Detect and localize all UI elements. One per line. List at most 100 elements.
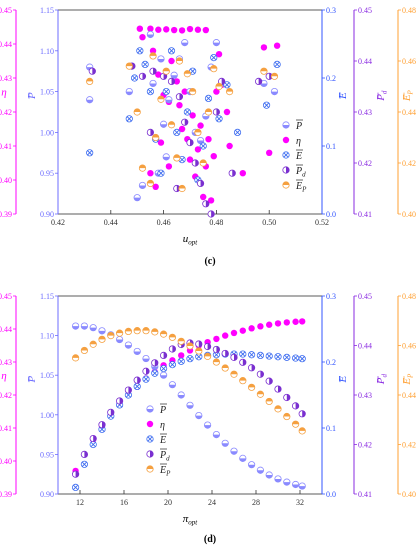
y-axis-label-Ep-sub: P	[407, 89, 415, 95]
y-tick-label-Ep: 0.42	[402, 159, 416, 168]
data-point-E-cross	[132, 75, 138, 81]
data-point-P-half	[134, 197, 141, 201]
data-point-Ep	[116, 329, 124, 337]
data-point-eta	[189, 112, 196, 119]
y-tick-label-Pd: 0.43	[358, 391, 372, 400]
data-point-Pd	[274, 385, 282, 393]
y-tick-label-P: 1.10	[40, 47, 54, 56]
y-tick-label-Pd: 0.43	[358, 108, 372, 117]
data-point-Ep-half	[149, 52, 157, 56]
y-axis-label-E-main: E	[337, 376, 349, 384]
data-point-Pd	[167, 77, 176, 86]
data-point-Ep	[204, 352, 212, 360]
legend-marker-Ep	[282, 181, 290, 189]
y-axis-P: 0.90 0.95 1.00 1.05 1.10 1.15 P	[26, 292, 59, 499]
legend-label-sub: P	[301, 186, 307, 194]
data-point-P	[124, 341, 132, 349]
data-point-eta	[299, 318, 306, 325]
data-point-P-half	[81, 326, 88, 330]
y-tick-label-P: 0.95	[40, 169, 54, 178]
data-point-Ep	[142, 327, 150, 335]
data-point-eta-dot	[186, 25, 194, 33]
data-point-Pd	[138, 72, 147, 80]
data-point-Ep	[167, 121, 176, 129]
data-point-P-half	[257, 470, 264, 474]
data-point-P-half	[169, 384, 176, 388]
data-point-eta	[168, 57, 175, 65]
data-point-eta-dot	[155, 26, 162, 33]
legend-marker-eta-dot	[146, 420, 154, 428]
data-point-E-cross	[169, 362, 175, 368]
data-point-P-half	[292, 484, 299, 488]
data-point-eta	[230, 329, 238, 337]
data-point-E-cross	[187, 356, 193, 362]
data-point-eta	[223, 108, 231, 116]
y-axis-E: 0.0 0.1 0.2 0.3 E	[321, 292, 349, 499]
legend-label-eta: η	[160, 420, 165, 431]
y-tick-label-Pd: 0.42	[358, 441, 372, 450]
data-point-eta-dot	[149, 47, 157, 54]
y-tick-label-E: 0.0	[326, 210, 336, 219]
data-point-eta-dot	[197, 122, 204, 129]
series-Pd	[88, 62, 273, 218]
plot-frame	[57, 295, 323, 495]
x-axis-label-main: π	[183, 513, 189, 525]
legend-marker-E	[146, 435, 154, 443]
data-point-P-half	[186, 405, 194, 409]
data-point-Ep-half	[266, 398, 273, 402]
y-axis-label-Pd-sub: d	[381, 90, 389, 94]
data-point-P	[239, 454, 247, 462]
data-point-P	[212, 39, 220, 47]
data-point-E-cross	[196, 354, 202, 360]
y-tick-label-eta: 0.45	[0, 292, 12, 301]
data-point-Ep-half	[98, 336, 106, 340]
data-point-Ep-half	[230, 371, 238, 375]
data-point-E-cross	[87, 150, 93, 156]
data-point-eta-dot	[186, 156, 194, 163]
data-point-eta-dot	[239, 327, 246, 334]
data-point-eta	[283, 319, 290, 326]
y-tick-label-Pd: 0.41	[358, 490, 372, 499]
data-point-eta	[170, 26, 178, 34]
data-point-Pd-half	[269, 377, 273, 385]
data-point-Pd	[255, 77, 263, 86]
data-point-E-cross	[147, 89, 153, 95]
data-point-Ep-half	[194, 129, 202, 133]
series-eta	[136, 25, 281, 204]
data-point-eta-dot	[155, 71, 162, 78]
data-point-P	[291, 480, 300, 489]
data-point-eta-dot	[194, 26, 202, 33]
y-tick-label-eta: 0.44	[0, 40, 12, 49]
data-point-Ep-half	[90, 341, 97, 345]
data-point-eta	[147, 170, 154, 177]
data-point-E	[223, 81, 231, 89]
data-point-Ep-half	[189, 88, 196, 92]
data-point-Ep-half	[292, 421, 299, 425]
data-point-Ep-half	[248, 384, 255, 388]
data-point-P-half	[170, 75, 178, 79]
data-point-E-cross	[266, 353, 272, 359]
data-point-E	[248, 351, 256, 359]
chart-panel-c: 0.42 0.44 0.46 0.48 0.50 0.52 uopt 0.39 0.40 0.41…	[0, 6, 416, 267]
y-tick-label-P: 0.90	[40, 210, 54, 219]
data-point-P	[248, 461, 256, 469]
data-point-E-cross	[125, 392, 131, 398]
legend-marker-Ep-half	[146, 465, 154, 469]
data-point-Pd-half	[216, 346, 220, 353]
data-point-eta	[152, 183, 159, 190]
data-point-P-half	[147, 34, 154, 38]
data-point-eta	[186, 25, 194, 33]
data-point-E	[274, 353, 282, 361]
y-tick-label-P: 1.00	[40, 128, 54, 137]
data-point-eta	[149, 47, 157, 54]
data-point-E	[204, 94, 213, 103]
panel-caption: (c)	[204, 256, 215, 267]
data-point-E-cross	[179, 157, 185, 163]
data-point-eta-dot	[222, 332, 229, 339]
data-point-Ep-half	[178, 338, 185, 342]
x-tick-label: 0.48	[209, 218, 223, 227]
data-point-P	[142, 354, 150, 363]
data-point-E-cross	[200, 143, 206, 149]
data-point-E	[167, 47, 176, 55]
